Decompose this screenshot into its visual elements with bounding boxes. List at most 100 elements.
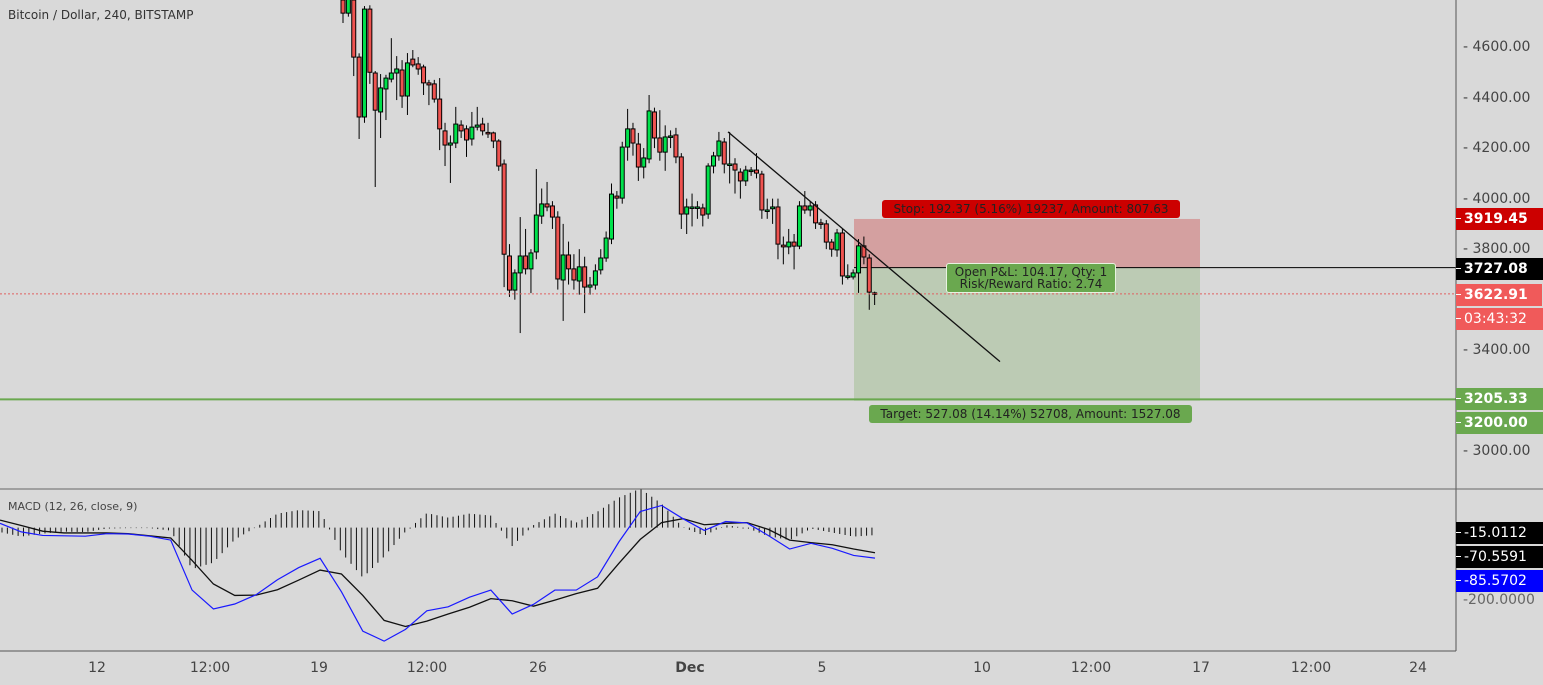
price-tick: - 4000.00 [1463,190,1531,207]
candle-body [431,83,437,100]
candle [372,71,378,187]
candle-body [582,266,588,288]
candle-body [555,216,561,280]
candle-body [539,203,545,217]
candle [759,170,765,219]
candle-body [549,205,555,218]
candle [485,122,491,138]
candle-body [727,163,733,167]
candle-body [571,268,577,281]
candle [603,231,609,262]
candle [426,79,432,106]
candle [829,239,835,257]
position-tool[interactable] [854,218,1456,401]
candle-body [512,272,518,291]
candle [684,198,690,234]
candle-body [732,163,738,171]
candle [711,151,717,174]
pnl-label[interactable]: Open P&L: 104.17, Qty: 1 Risk/Reward Rat… [946,263,1116,293]
overlays [0,131,1456,401]
candle [566,241,572,285]
candle-body [426,82,432,86]
price-tick: - 3400.00 [1463,342,1531,359]
macd-signal-tag: -70.5591 [1456,546,1543,568]
candle-body [694,206,700,209]
price-tick: - 3800.00 [1463,241,1531,258]
candle [850,269,856,280]
candle [496,139,502,171]
price-tick: - 4400.00 [1463,89,1531,106]
candle [464,125,470,157]
candle-body [668,135,674,138]
candle [410,50,416,68]
candle [721,137,727,174]
candle-body [818,222,824,225]
candle-body [566,254,572,270]
candle [775,198,781,260]
candle [796,201,802,250]
candle [770,198,776,224]
candle [705,163,711,219]
candle [716,131,722,161]
macd-title: MACD (12, 26, close, 9) [8,500,138,513]
candle [512,269,518,300]
candle [394,56,400,101]
candle-body [544,203,550,208]
candle-body [523,255,529,270]
candle [641,148,647,179]
candle-body [404,62,410,97]
candle-body [641,157,647,168]
candle-body [442,130,448,146]
candle-body [700,207,706,216]
stop-label[interactable]: Stop: 192.37 (5.16%) 19237, Amount: 807.… [882,200,1180,218]
candle [431,79,437,103]
candle [571,254,577,290]
candle-body [506,255,512,291]
candle-body [748,169,754,173]
candle [662,125,668,171]
candle-body [474,124,480,128]
candle [673,127,679,164]
candle-body [533,214,539,253]
candle-body [823,223,829,243]
candle-body [485,131,491,135]
candle-body [796,205,802,247]
candle-body [684,206,690,215]
candle [866,254,872,310]
price-tick: - 3000.00 [1463,443,1531,460]
candle [528,249,534,294]
candle [582,256,588,314]
candle [764,198,770,219]
candle-body [383,77,389,90]
candle [501,159,507,288]
candle-body [678,156,684,215]
candle-body [780,244,786,248]
trend-line[interactable] [727,131,1001,363]
candle [480,117,486,136]
hline-price-tag: 3205.33 [1456,388,1543,410]
candle-body [458,124,464,132]
target-label[interactable]: Target: 527.08 (14.14%) 52708, Amount: 1… [869,405,1192,423]
candle [421,64,427,96]
candle-body [399,69,405,97]
candle [856,239,862,293]
candle [544,181,550,212]
candle-body [834,232,840,251]
candle [646,95,652,164]
candle [818,218,824,229]
candle-body [866,257,872,293]
candle-body [614,195,620,199]
candle [523,228,529,275]
candle [727,131,733,184]
candle [791,233,797,270]
stop-zone[interactable] [854,218,1200,268]
candle-body [673,134,679,158]
candle-body [340,0,346,14]
candle [560,223,566,321]
time-label: 12:00 [406,660,448,676]
candle-body [609,193,614,240]
candle-body [361,8,367,118]
candle-body [447,142,453,146]
price-tick: - 4600.00 [1463,39,1531,55]
